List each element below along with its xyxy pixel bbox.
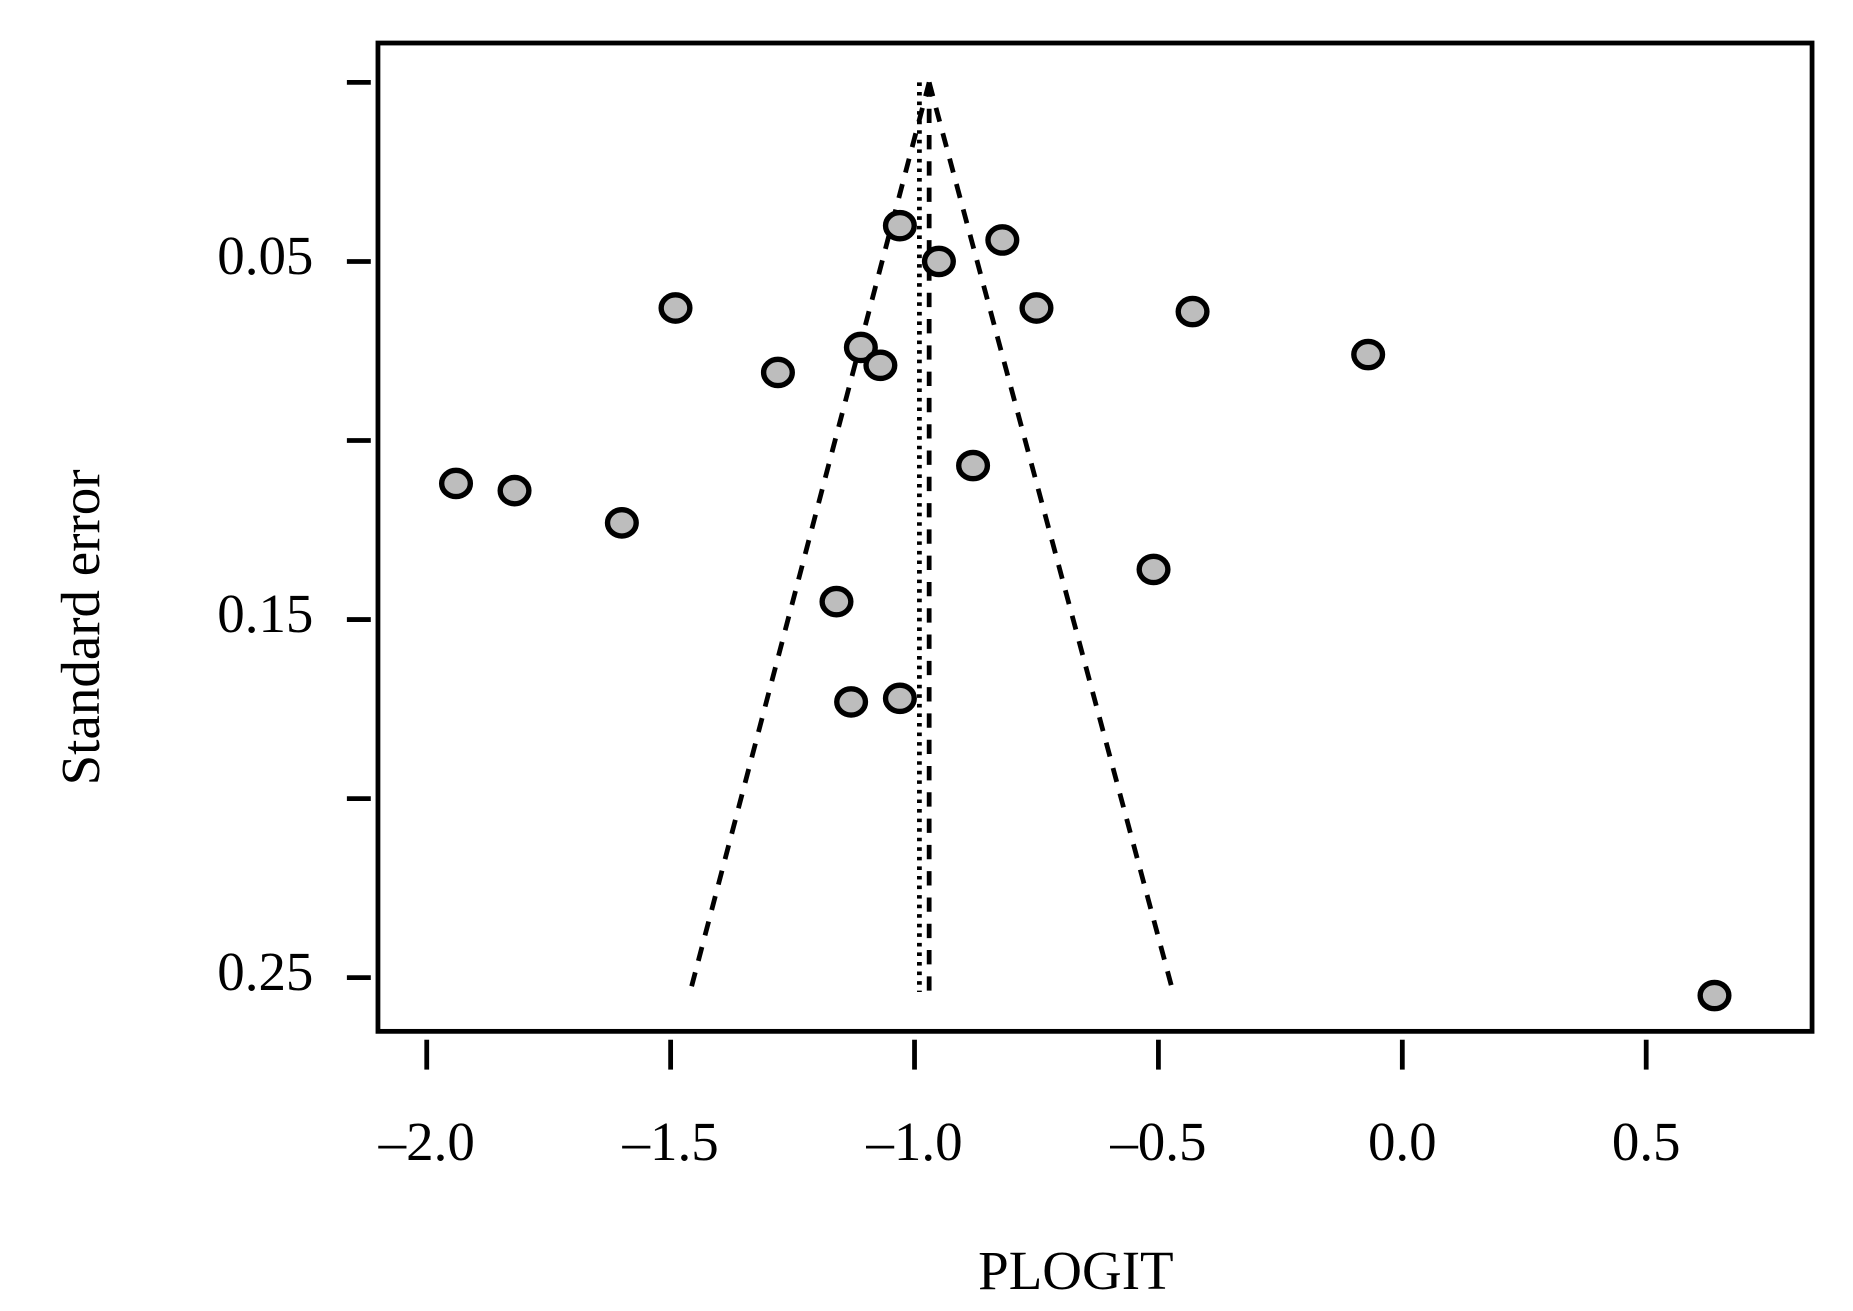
point bbox=[985, 224, 1020, 256]
point bbox=[834, 686, 869, 718]
point bbox=[921, 245, 956, 278]
y-axis-label: Standard error bbox=[50, 469, 111, 785]
point bbox=[882, 209, 917, 242]
y-tick-label: 0.25 bbox=[217, 941, 313, 1002]
point bbox=[1019, 292, 1054, 324]
x-tick-label: 0.0 bbox=[1368, 1111, 1437, 1172]
x-tick-label: –0.5 bbox=[1109, 1111, 1206, 1172]
point bbox=[1351, 338, 1386, 371]
point bbox=[863, 349, 898, 382]
x-tick-label: –2.0 bbox=[378, 1111, 475, 1172]
point bbox=[956, 449, 991, 482]
x-tick-label: –1.5 bbox=[622, 1111, 719, 1172]
x-axis-label: PLOGIT bbox=[978, 1240, 1173, 1301]
funnel-line bbox=[926, 81, 1176, 993]
point bbox=[1175, 295, 1210, 328]
plot-frame bbox=[375, 40, 1815, 1034]
point bbox=[1697, 979, 1732, 1012]
x-tick-label: –1.0 bbox=[865, 1111, 962, 1172]
x-tick-label: 0.5 bbox=[1612, 1111, 1681, 1172]
point bbox=[882, 682, 917, 715]
point bbox=[658, 292, 693, 324]
point bbox=[438, 467, 474, 500]
point bbox=[604, 507, 639, 539]
point bbox=[497, 474, 532, 507]
point bbox=[819, 585, 854, 618]
point bbox=[760, 356, 795, 389]
y-tick-label: 0.05 bbox=[217, 225, 313, 286]
point bbox=[1136, 553, 1171, 586]
y-tick-label: 0.15 bbox=[217, 583, 313, 644]
point bbox=[843, 331, 878, 364]
